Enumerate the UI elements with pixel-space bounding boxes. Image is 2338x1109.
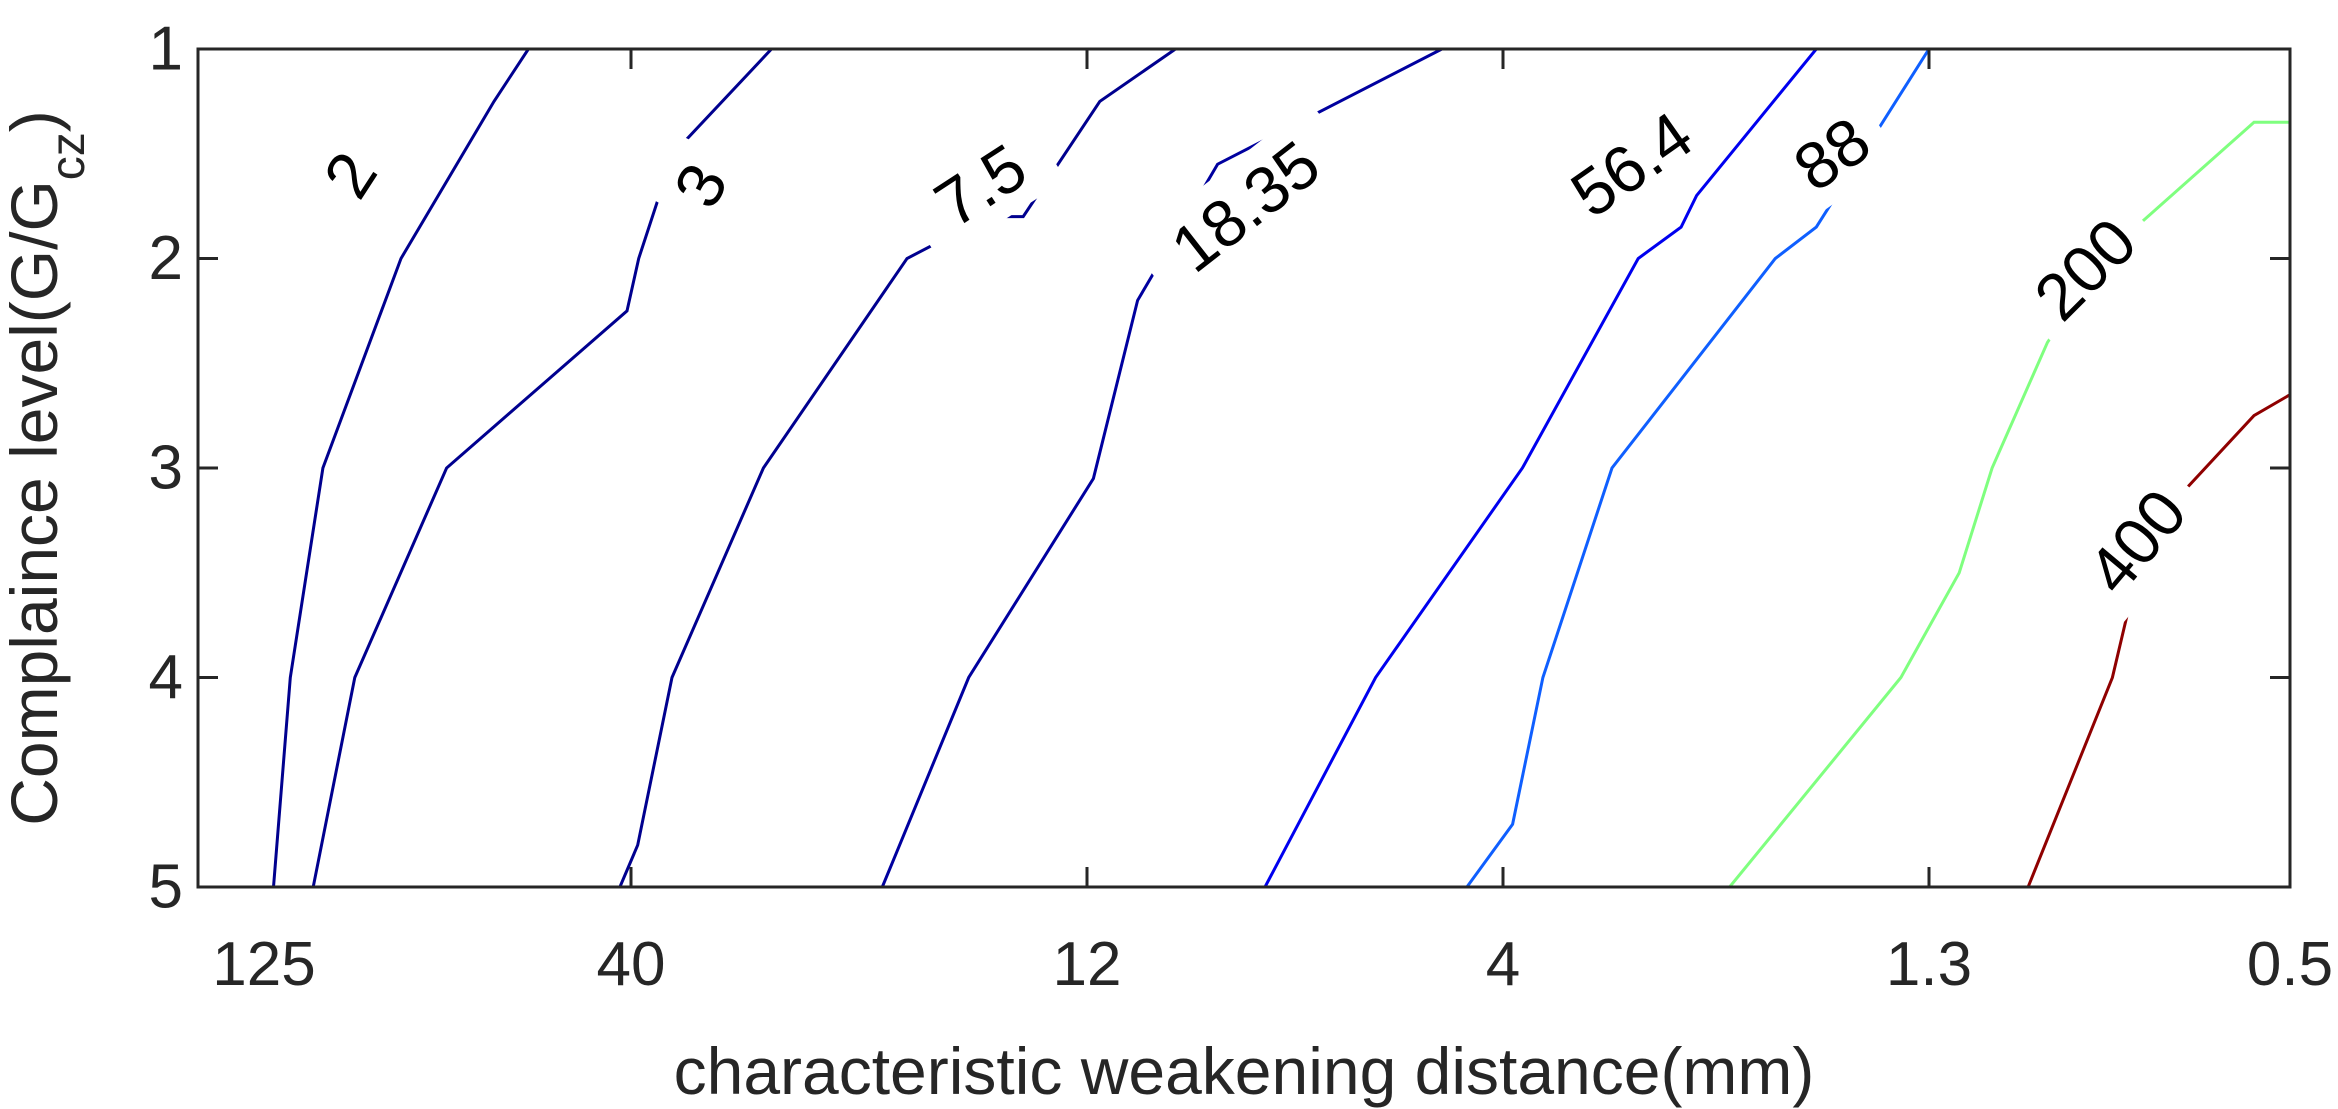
x-tick-label: 4	[1486, 930, 1520, 999]
contour-label-gap	[894, 109, 1067, 262]
y-tick-label: 2	[149, 224, 183, 293]
y-tick-label: 1	[149, 15, 183, 84]
contour-line-88	[1465, 49, 1931, 887]
contour-line-56.4	[1263, 49, 1818, 887]
y-axis-tick-labels: 1 2 3 4 5	[149, 15, 183, 922]
contour-label-gap	[646, 134, 754, 236]
contour-line-200	[1728, 120, 2290, 887]
x-tick-label: 0.5	[2247, 930, 2333, 999]
contour-line-7.5	[618, 49, 1177, 887]
y-axis-label: Complaince level(G/Gcz)	[0, 110, 95, 826]
x-tick-label: 40	[597, 930, 666, 999]
contour-label-gap	[1762, 87, 1901, 220]
contour-label-group-7.5: 7.5	[894, 109, 1067, 262]
x-axis-label: characteristic weakening distance(mm)	[674, 1034, 1815, 1108]
contour-label-group-200: 200	[2002, 186, 2168, 352]
contour-label-gap	[1128, 102, 1362, 310]
contour-line-2	[272, 49, 530, 887]
contour-label-gap	[295, 122, 405, 227]
contour-label-group-18.35: 18.35	[1128, 102, 1362, 310]
y-tick-label: 3	[149, 434, 183, 503]
contour-label-gap	[1529, 75, 1734, 254]
x-tick-label: 125	[212, 930, 315, 999]
y-tick-label: 4	[149, 643, 183, 712]
x-tick-label: 1.3	[1886, 930, 1972, 999]
contour-label-group-56.4: 56.4	[1529, 75, 1734, 254]
contour-label-group-2: 2	[295, 122, 405, 227]
contour-line-18.35	[880, 49, 1443, 887]
y-axis-label-subscript: cz	[42, 132, 95, 180]
x-axis-tick-labels: 125 40 12 4 1.3 0.5	[212, 930, 2333, 999]
contour-lines	[272, 49, 2290, 887]
y-tick-label: 5	[149, 853, 183, 922]
contour-label-gap	[2002, 186, 2168, 352]
contour-label-group-3: 3	[646, 134, 754, 236]
contour-label-gap	[2056, 456, 2218, 626]
axis-ticks	[198, 49, 2290, 887]
x-tick-label: 12	[1053, 930, 1122, 999]
contour-label-group-88: 88	[1762, 87, 1901, 220]
